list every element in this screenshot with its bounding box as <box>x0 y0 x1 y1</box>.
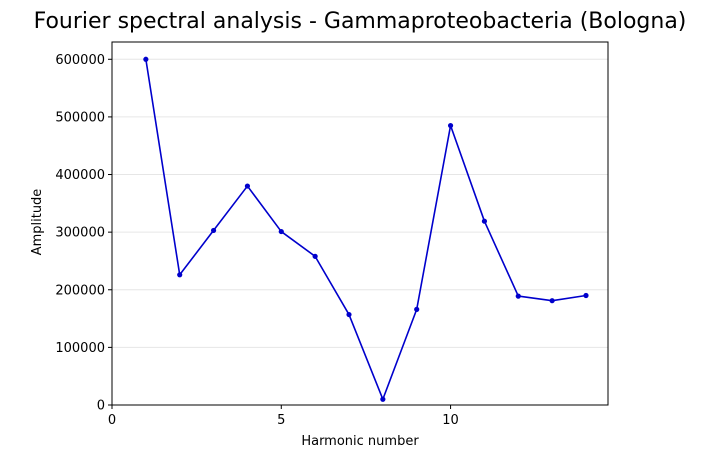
y-tick-label-6: 600000 <box>55 53 105 68</box>
x-axis: 0 5 10 <box>108 405 459 428</box>
data-point-0-12 <box>549 298 555 304</box>
data-point-0-13 <box>583 292 589 299</box>
data-point-0-2 <box>210 227 217 234</box>
y-tick-label-0: 0 <box>97 399 105 414</box>
series-group <box>143 56 589 402</box>
y-axis-label: Amplitude <box>30 189 45 256</box>
y-tick-label-3: 300000 <box>55 226 105 241</box>
data-point-0-7 <box>380 396 386 402</box>
y-tick-label-5: 500000 <box>55 110 105 125</box>
x-tick-label-0: 0 <box>108 413 116 428</box>
series-line-0 <box>145 59 587 401</box>
grid-lines <box>112 58 608 348</box>
data-point-0-4 <box>278 228 284 235</box>
data-point-0-5 <box>312 253 318 259</box>
data-point-0-8 <box>414 306 420 312</box>
x-tick-label-2: 10 <box>442 413 459 428</box>
data-point-0-3 <box>244 183 251 189</box>
y-tick-label-1: 100000 <box>55 341 105 356</box>
data-point-0-6 <box>346 311 352 318</box>
data-point-0-10 <box>481 218 488 224</box>
y-tick-label-4: 400000 <box>55 168 105 183</box>
chart-title: Fourier spectral analysis - Gammaproteob… <box>34 9 687 34</box>
x-axis-label: Harmonic number <box>301 434 419 449</box>
data-point-0-11 <box>515 293 521 299</box>
data-point-0-9 <box>447 122 454 129</box>
plot-area <box>111 41 609 406</box>
data-point-0-1 <box>177 272 183 278</box>
y-axis: 0 100000 200000 300000 400000 500000 600000 <box>55 53 112 414</box>
x-tick-label-1: 5 <box>277 413 285 428</box>
data-point-0-0 <box>143 56 149 62</box>
y-tick-label-2: 200000 <box>55 283 105 298</box>
